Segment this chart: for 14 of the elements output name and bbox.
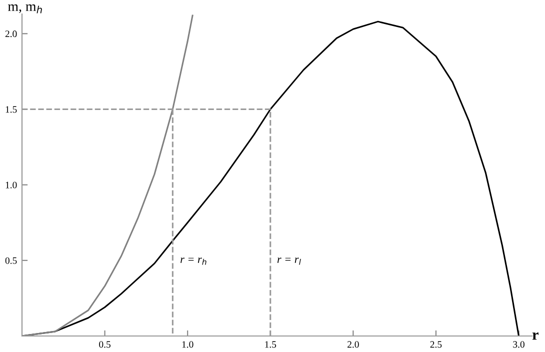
annotation: r = r$_{l}$ [277, 258, 301, 265]
x-axis-title: r [532, 332, 538, 340]
y-tick-label: 1.0 [6, 182, 17, 188]
x-tick-label: 2.5 [430, 341, 442, 348]
y-tick-label: 1.5 [6, 106, 17, 113]
x-tick-label: 0.5 [99, 341, 110, 348]
y-tick-label: 0.5 [5, 257, 17, 264]
x-tick-label: 2.0 [348, 341, 359, 348]
annotation: r = r$_{h}$ [180, 258, 206, 265]
x-tick-label: 1.5 [265, 341, 276, 348]
x-tick-label: 1.0 [182, 341, 194, 348]
y-axis-title: m, m$_{h}$ [8, 4, 42, 14]
x-tick-label: 3.0 [513, 341, 524, 348]
y-tick-label: 2.0 [5, 30, 17, 38]
